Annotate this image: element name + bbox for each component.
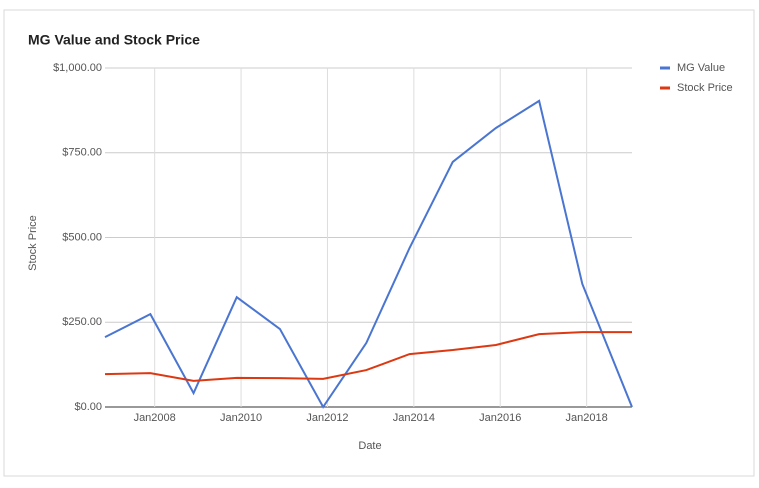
chart-title: MG Value and Stock Price bbox=[28, 32, 200, 48]
x-tick-label: Jan2012 bbox=[306, 412, 348, 424]
series-line bbox=[104, 331, 632, 382]
x-tick-label: Jan2010 bbox=[220, 412, 262, 424]
series-line bbox=[104, 99, 633, 409]
legend-label: Stock Price bbox=[677, 82, 733, 94]
y-tick-label: $250.00 bbox=[62, 316, 102, 328]
y-tick-label: $750.00 bbox=[62, 147, 102, 159]
x-tick-label: Jan2016 bbox=[479, 412, 521, 424]
x-tick-label: Jan2018 bbox=[566, 412, 608, 424]
x-tick-label: Jan2014 bbox=[393, 412, 435, 424]
x-axis-label: Date bbox=[358, 440, 381, 452]
chart-frame bbox=[3, 9, 755, 477]
x-tick-label: Jan2008 bbox=[134, 412, 176, 424]
y-tick-label: $500.00 bbox=[62, 231, 102, 243]
y-axis-label: Stock Price bbox=[27, 215, 39, 271]
legend-label: MG Value bbox=[677, 62, 725, 74]
y-tick-label: $1,000.00 bbox=[53, 62, 102, 74]
y-tick-label: $0.00 bbox=[74, 401, 102, 413]
